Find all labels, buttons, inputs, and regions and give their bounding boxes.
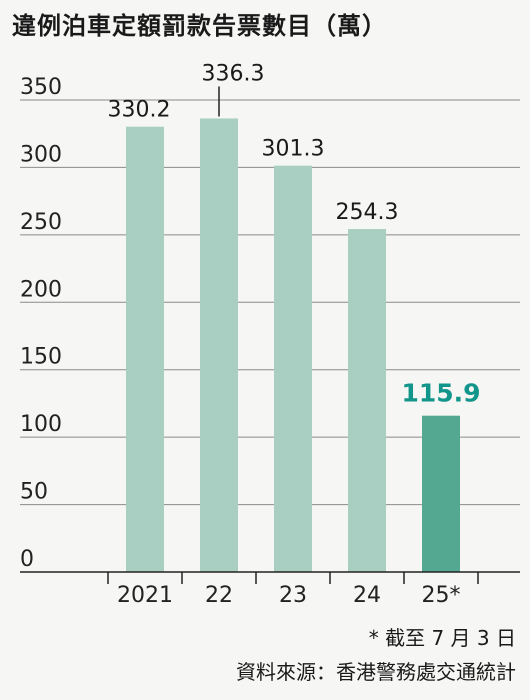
x-tick-label-2021: 2021 <box>117 583 173 608</box>
x-tick-label-23: 23 <box>279 583 307 608</box>
y-tick-label-150: 150 <box>20 345 62 370</box>
y-tick-label-100: 100 <box>20 412 62 437</box>
y-tick-label-250: 250 <box>20 210 62 235</box>
value-label-25*: 115.9 <box>401 379 480 408</box>
source-note: 資料來源：香港警務處交通統計 <box>236 660 516 684</box>
date-footnote: * 截至 7 月 3 日 <box>368 626 516 650</box>
y-tick-label-300: 300 <box>20 142 62 167</box>
y-tick-label-50: 50 <box>20 480 48 505</box>
bar-23 <box>274 165 312 573</box>
bar-24 <box>348 229 386 572</box>
value-label-22: 336.3 <box>202 61 265 86</box>
bar-25* <box>422 415 460 572</box>
value-label-2021: 330.2 <box>108 98 171 123</box>
chart-title: 違例泊車定額罰款告票數目（萬） <box>12 12 387 40</box>
x-tick-label-25*: 25* <box>422 583 461 608</box>
y-tick-label-200: 200 <box>20 277 62 302</box>
value-label-24: 254.3 <box>336 200 399 225</box>
x-tick-label-22: 22 <box>205 583 233 608</box>
y-tick-label-350: 350 <box>20 75 62 100</box>
x-tick-label-24: 24 <box>353 583 381 608</box>
bar-chart: 0 50 100 150 200 250 300 350 2021 22 23 24 25* 330.2 3… <box>20 61 520 608</box>
y-tick-label-0: 0 <box>20 547 34 572</box>
value-label-23: 301.3 <box>262 137 325 162</box>
bar-2021 <box>126 126 164 572</box>
bar-22 <box>200 118 238 572</box>
